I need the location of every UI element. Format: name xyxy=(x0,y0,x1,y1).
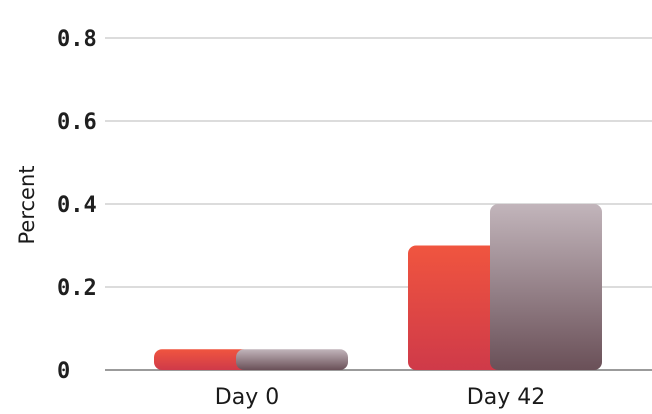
y-tick-label: 0 xyxy=(57,359,70,384)
bar-series-0-day-42 xyxy=(408,245,504,370)
y-tick-label: 0.4 xyxy=(57,193,97,218)
y-tick-labels: 0 0.2 0.4 0.6 0.8 xyxy=(57,27,97,384)
y-axis-title: Percent xyxy=(15,165,39,244)
y-tick-label: 0.8 xyxy=(57,27,97,52)
y-tick-label: 0.6 xyxy=(57,110,97,135)
x-tick-label: Day 0 xyxy=(215,385,279,410)
x-tick-labels: Day 0 Day 42 xyxy=(215,385,545,410)
bar-series-1-day-42 xyxy=(490,204,602,370)
bar-series-1-day-0 xyxy=(236,349,348,370)
x-tick-label: Day 42 xyxy=(467,385,545,410)
y-tick-label: 0.2 xyxy=(57,276,97,301)
bars xyxy=(154,204,602,370)
bar-series-0-day-0 xyxy=(154,349,250,370)
